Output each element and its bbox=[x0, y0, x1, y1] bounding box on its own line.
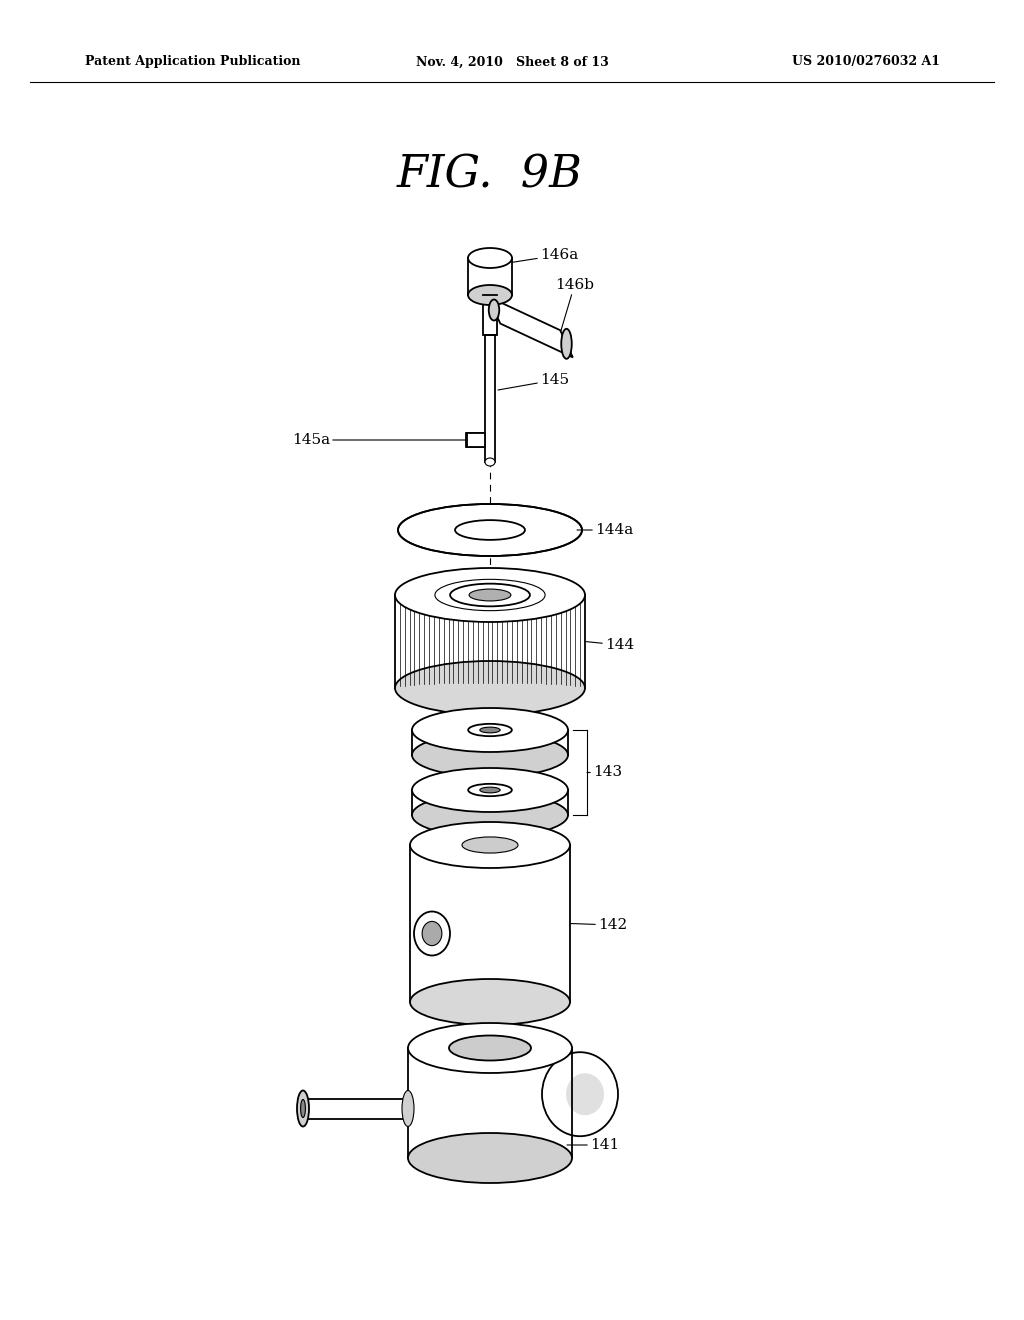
Ellipse shape bbox=[488, 300, 500, 321]
Ellipse shape bbox=[402, 1090, 414, 1126]
Text: US 2010/0276032 A1: US 2010/0276032 A1 bbox=[792, 55, 940, 69]
Ellipse shape bbox=[485, 458, 495, 466]
Ellipse shape bbox=[451, 583, 529, 606]
Ellipse shape bbox=[395, 661, 585, 715]
Ellipse shape bbox=[462, 837, 518, 853]
Ellipse shape bbox=[468, 784, 512, 796]
Text: Nov. 4, 2010   Sheet 8 of 13: Nov. 4, 2010 Sheet 8 of 13 bbox=[416, 55, 608, 69]
Text: FIG.  9B: FIG. 9B bbox=[397, 153, 583, 197]
Ellipse shape bbox=[412, 733, 568, 777]
Ellipse shape bbox=[478, 252, 502, 264]
Ellipse shape bbox=[455, 520, 525, 540]
Bar bbox=[466, 433, 484, 447]
Ellipse shape bbox=[412, 793, 568, 837]
Text: 144: 144 bbox=[585, 638, 634, 652]
Ellipse shape bbox=[468, 285, 512, 305]
Ellipse shape bbox=[410, 979, 570, 1026]
Polygon shape bbox=[410, 845, 570, 1002]
Text: 142: 142 bbox=[570, 917, 628, 932]
Ellipse shape bbox=[468, 723, 512, 737]
Ellipse shape bbox=[395, 568, 585, 622]
Ellipse shape bbox=[412, 708, 568, 752]
Polygon shape bbox=[408, 1048, 572, 1158]
Polygon shape bbox=[487, 297, 572, 358]
Ellipse shape bbox=[297, 1090, 309, 1126]
Ellipse shape bbox=[480, 787, 500, 793]
Ellipse shape bbox=[408, 1133, 572, 1183]
Ellipse shape bbox=[561, 329, 571, 359]
Ellipse shape bbox=[542, 1052, 618, 1137]
Polygon shape bbox=[395, 595, 585, 688]
Ellipse shape bbox=[566, 1073, 604, 1115]
Ellipse shape bbox=[412, 768, 568, 812]
Bar bbox=[483, 294, 497, 335]
Ellipse shape bbox=[301, 1100, 305, 1118]
Ellipse shape bbox=[480, 727, 500, 733]
Bar bbox=[303, 1098, 408, 1118]
Polygon shape bbox=[412, 730, 568, 755]
Text: 146b: 146b bbox=[555, 279, 594, 339]
Ellipse shape bbox=[410, 822, 570, 869]
Polygon shape bbox=[412, 789, 568, 814]
Bar bbox=[485, 335, 495, 462]
Polygon shape bbox=[468, 257, 512, 294]
Ellipse shape bbox=[422, 921, 442, 945]
Text: 145a: 145a bbox=[292, 433, 476, 447]
Text: Patent Application Publication: Patent Application Publication bbox=[85, 55, 300, 69]
Ellipse shape bbox=[449, 1035, 531, 1060]
Text: 141: 141 bbox=[567, 1138, 620, 1152]
Text: 143: 143 bbox=[587, 766, 623, 780]
Ellipse shape bbox=[408, 1023, 572, 1073]
Text: 145: 145 bbox=[498, 374, 569, 389]
Text: 146a: 146a bbox=[495, 248, 579, 265]
Text: 144a: 144a bbox=[577, 523, 633, 537]
Bar bbox=[467, 433, 485, 447]
Ellipse shape bbox=[468, 248, 512, 268]
Ellipse shape bbox=[398, 504, 582, 556]
Ellipse shape bbox=[469, 589, 511, 601]
Ellipse shape bbox=[414, 912, 450, 956]
